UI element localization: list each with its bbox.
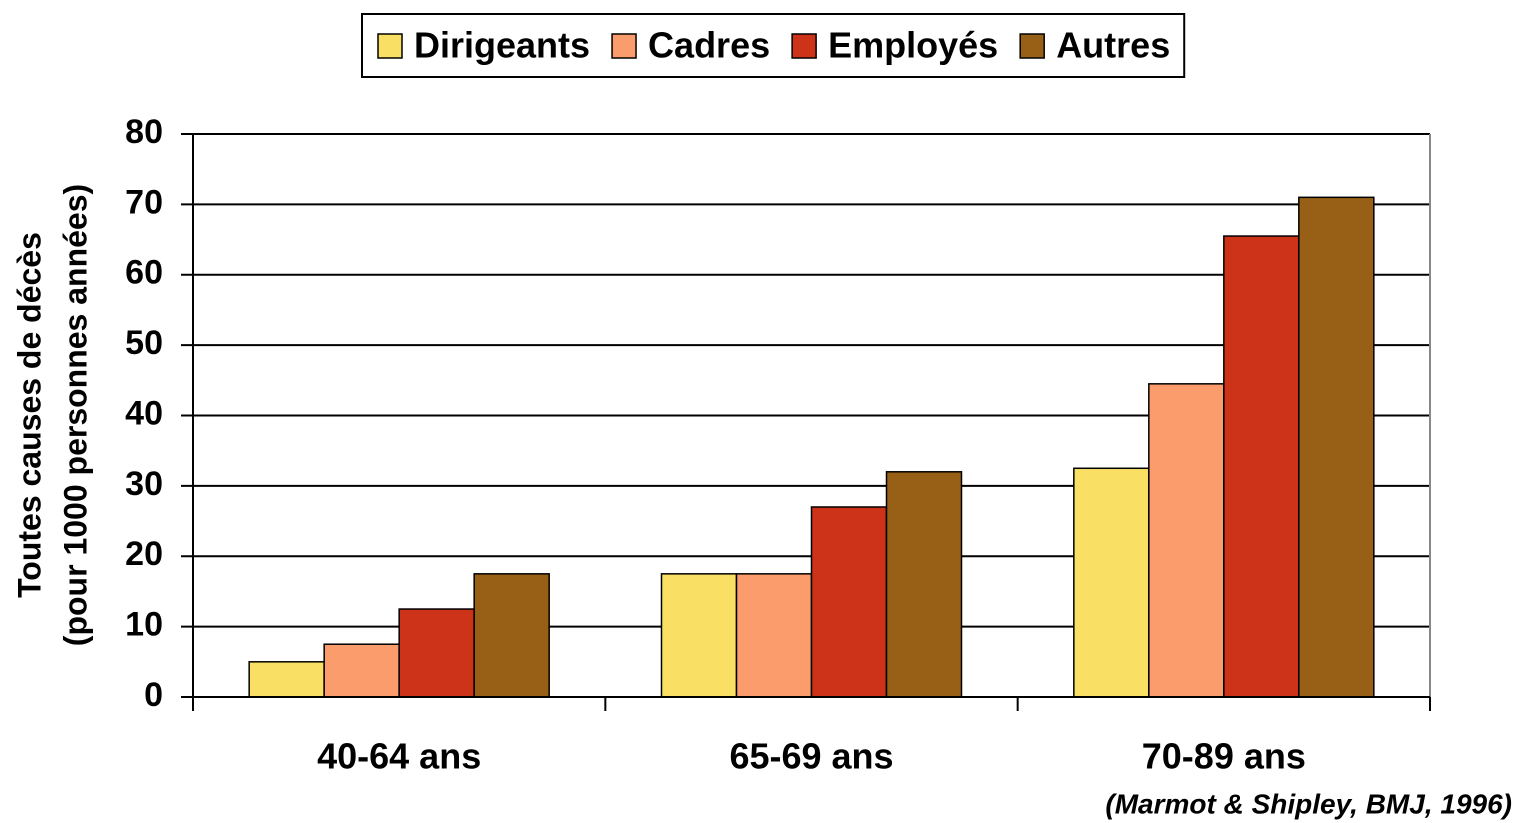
y-tick-label: 50 (125, 324, 163, 362)
bar (735, 573, 813, 698)
y-axis-label: (pour 1000 personnes années) (57, 184, 93, 646)
x-tick-label: 40-64 ans (317, 736, 481, 777)
bar (1223, 235, 1300, 698)
legend-swatch (1019, 33, 1045, 59)
x-tick-label: 65-69 ans (729, 736, 893, 777)
bar (810, 506, 888, 698)
bar (323, 643, 400, 698)
bar (1073, 467, 1150, 698)
bar (248, 661, 325, 698)
legend-swatch (377, 33, 403, 59)
y-tick-label: 10 (125, 606, 163, 644)
legend-swatch (611, 33, 637, 59)
y-tick-label: 70 (125, 183, 163, 221)
y-tick-label: 60 (125, 254, 163, 292)
legend-label: Cadres (648, 25, 770, 66)
bar (885, 471, 963, 698)
bar (1298, 196, 1375, 698)
y-tick-label: 20 (125, 535, 163, 573)
bar (1148, 383, 1225, 698)
y-tick-label: 80 (125, 113, 163, 151)
bar (398, 608, 475, 698)
legend-box (361, 13, 1186, 78)
y-tick-label: 40 (125, 394, 163, 432)
y-axis-label: Toutes causes de décès (11, 232, 47, 598)
bar (660, 573, 738, 698)
y-tick-label: 0 (144, 676, 163, 714)
y-tick-label: 30 (125, 465, 163, 503)
x-tick-label: 70-89 ans (1142, 736, 1306, 777)
legend-label: Employés (828, 25, 998, 66)
source-note: (Marmot & Shipley, BMJ, 1996) (1105, 788, 1512, 819)
legend-label: Autres (1056, 25, 1170, 66)
legend-swatch (791, 33, 817, 59)
bar (473, 573, 550, 698)
legend-label: Dirigeants (414, 25, 590, 66)
